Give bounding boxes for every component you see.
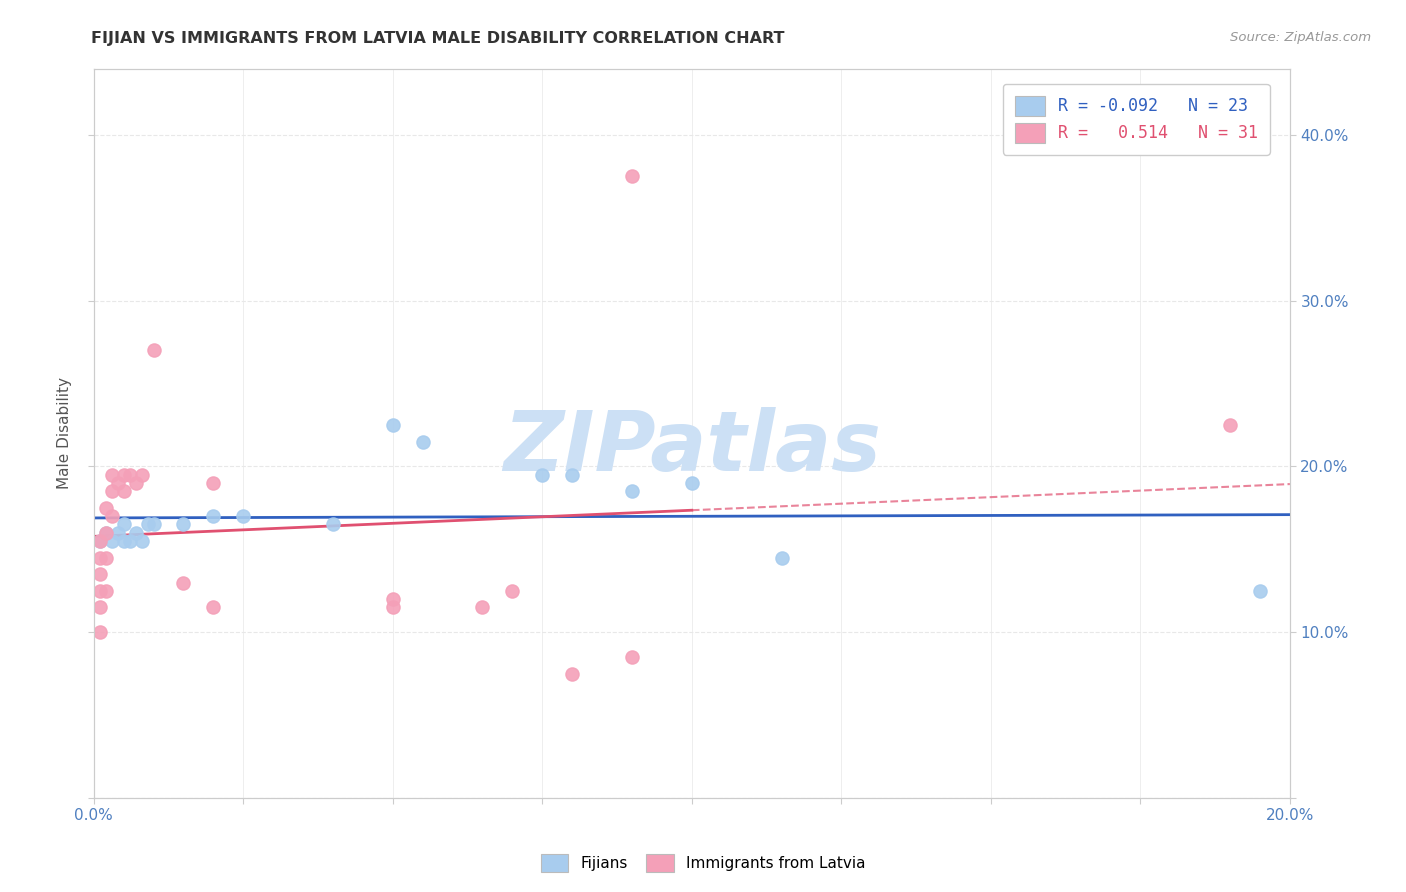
Legend: Fijians, Immigrants from Latvia: Fijians, Immigrants from Latvia [533,846,873,880]
Point [89,534,111,549]
Point [681,476,703,491]
Point [232,509,254,524]
Point [202,476,225,491]
Legend: R = -0.092   N = 23, R =   0.514   N = 31: R = -0.092 N = 23, R = 0.514 N = 31 [1002,84,1270,155]
Point [172,517,194,532]
Point [89,600,111,615]
Point [112,484,135,499]
Point [1249,583,1271,598]
Point [471,600,494,615]
Point [202,509,225,524]
Point [89,550,111,565]
Point [322,517,344,532]
Point [412,434,434,449]
Point [100,509,122,524]
Point [620,484,643,499]
Point [118,467,141,482]
Point [94,550,117,565]
Y-axis label: Male Disability: Male Disability [58,377,72,490]
Point [89,625,111,640]
Point [501,583,523,598]
Text: ZIPatlas: ZIPatlas [503,408,880,489]
Point [89,534,111,549]
Point [561,467,583,482]
Point [89,583,111,598]
Point [561,666,583,681]
Point [94,500,117,515]
Point [381,600,404,615]
Point [118,534,141,549]
Point [112,517,135,532]
Point [112,467,135,482]
Point [112,534,135,549]
Point [124,525,146,540]
Point [124,476,146,491]
Point [142,517,165,532]
Point [131,467,153,482]
Point [531,467,554,482]
Point [107,476,129,491]
Point [142,343,165,358]
Point [100,467,122,482]
Point [94,583,117,598]
Point [136,517,159,532]
Point [100,484,122,499]
Point [107,525,129,540]
Point [94,525,117,540]
Point [381,592,404,607]
Point [172,575,194,590]
Point [620,650,643,665]
Point [381,417,404,432]
Point [202,600,225,615]
Point [131,534,153,549]
Point [94,525,117,540]
Point [620,169,643,184]
Point [770,550,793,565]
Text: FIJIAN VS IMMIGRANTS FROM LATVIA MALE DISABILITY CORRELATION CHART: FIJIAN VS IMMIGRANTS FROM LATVIA MALE DI… [91,31,785,46]
Point [100,534,122,549]
Point [89,567,111,582]
Point [1219,417,1241,432]
Text: Source: ZipAtlas.com: Source: ZipAtlas.com [1230,31,1371,45]
